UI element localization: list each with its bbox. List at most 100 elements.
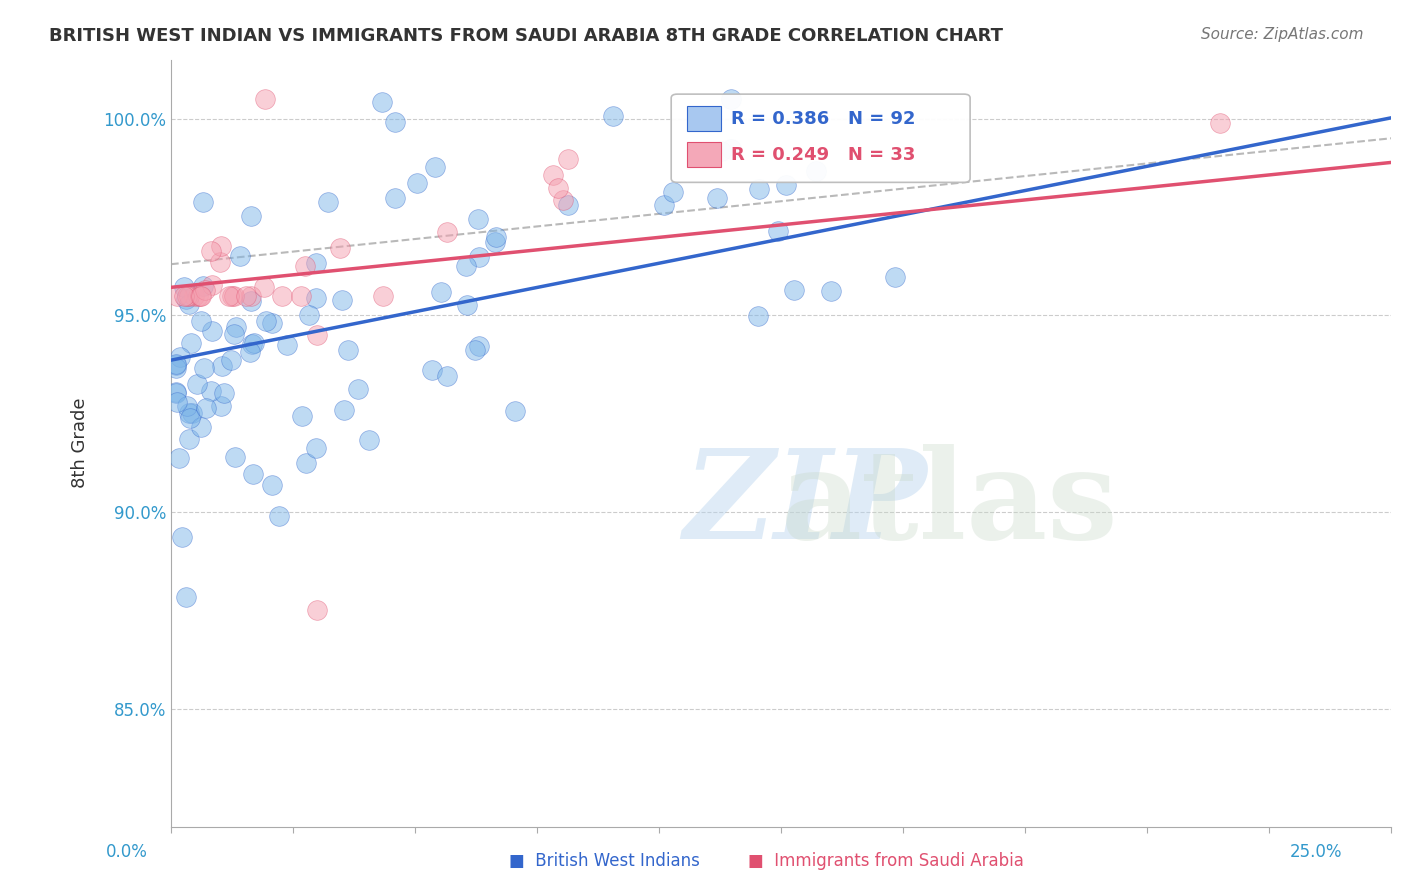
Point — [333, 402, 356, 417]
Point — [209, 399, 232, 413]
Point — [240, 336, 263, 351]
Text: 25.0%: 25.0% — [1291, 843, 1343, 861]
Point — [235, 288, 257, 302]
Text: 0.0%: 0.0% — [105, 843, 148, 861]
Point — [254, 314, 277, 328]
Point — [467, 212, 489, 227]
Point — [166, 288, 188, 302]
Point — [454, 259, 477, 273]
Point — [710, 144, 733, 158]
Point — [720, 92, 742, 106]
Point — [305, 256, 328, 270]
Point — [172, 530, 194, 544]
Point — [384, 114, 406, 128]
Point — [201, 325, 224, 339]
Point — [347, 383, 370, 397]
Point — [201, 278, 224, 293]
Point — [384, 191, 406, 205]
Point — [720, 142, 742, 156]
Point — [307, 603, 329, 617]
Point — [295, 456, 318, 470]
Point — [262, 478, 284, 492]
Point — [218, 288, 240, 302]
Point — [176, 288, 198, 302]
Point — [165, 357, 187, 371]
Point — [485, 230, 508, 244]
Point — [468, 250, 491, 264]
Point — [602, 108, 624, 122]
Point — [181, 406, 204, 420]
Point — [165, 360, 187, 375]
Point — [775, 178, 797, 192]
Point — [200, 244, 222, 258]
Point — [291, 409, 314, 423]
Point — [209, 239, 232, 253]
Point — [1209, 115, 1232, 129]
Point — [165, 386, 187, 401]
Point — [169, 350, 191, 364]
Point — [240, 209, 263, 223]
Point — [177, 433, 200, 447]
Point — [406, 177, 429, 191]
Point — [191, 195, 214, 210]
Point — [224, 450, 246, 465]
Point — [551, 193, 574, 207]
Point — [420, 363, 443, 377]
Point — [186, 376, 208, 391]
Point — [357, 433, 380, 447]
Text: Source: ZipAtlas.com: Source: ZipAtlas.com — [1201, 27, 1364, 42]
FancyBboxPatch shape — [688, 106, 721, 131]
Point — [290, 288, 312, 302]
Point — [467, 339, 489, 353]
Point — [188, 288, 211, 302]
Point — [371, 288, 394, 302]
Point — [557, 152, 579, 166]
Point — [211, 359, 233, 374]
Text: BRITISH WEST INDIAN VS IMMIGRANTS FROM SAUDI ARABIA 8TH GRADE CORRELATION CHART: BRITISH WEST INDIAN VS IMMIGRANTS FROM S… — [49, 27, 1004, 45]
Point — [456, 298, 478, 312]
Point — [239, 344, 262, 359]
Point — [166, 395, 188, 409]
Point — [240, 288, 263, 302]
Point — [194, 401, 217, 416]
Point — [183, 288, 205, 302]
Point — [662, 185, 685, 199]
Text: ■  Immigrants from Saudi Arabia: ■ Immigrants from Saudi Arabia — [748, 852, 1024, 870]
Point — [503, 404, 526, 418]
Point — [547, 180, 569, 194]
Text: R = 0.386   N = 92: R = 0.386 N = 92 — [731, 110, 915, 128]
Point — [276, 338, 298, 352]
Point — [305, 292, 328, 306]
Point — [307, 328, 329, 343]
Point — [429, 285, 451, 300]
Point — [464, 343, 486, 358]
Point — [316, 195, 339, 210]
Text: R = 0.249   N = 33: R = 0.249 N = 33 — [731, 145, 915, 164]
Point — [747, 182, 769, 196]
Point — [229, 249, 252, 263]
Point — [706, 191, 728, 205]
Text: ■  British West Indians: ■ British West Indians — [509, 852, 700, 870]
Point — [436, 369, 458, 384]
FancyBboxPatch shape — [671, 95, 970, 182]
Point — [174, 590, 197, 604]
Point — [177, 297, 200, 311]
Point — [336, 343, 359, 358]
Point — [221, 288, 243, 302]
Point — [242, 467, 264, 481]
Point — [187, 288, 209, 302]
Point — [270, 288, 292, 302]
Point — [194, 284, 217, 298]
Point — [371, 95, 394, 109]
Text: atlas: atlas — [780, 444, 1119, 566]
Point — [484, 235, 506, 249]
Point — [883, 269, 905, 284]
Point — [294, 259, 316, 273]
Point — [214, 386, 236, 401]
Point — [557, 198, 579, 212]
Point — [298, 309, 321, 323]
Y-axis label: 8th Grade: 8th Grade — [72, 398, 89, 489]
Point — [179, 411, 201, 425]
Point — [783, 284, 806, 298]
Point — [180, 336, 202, 351]
